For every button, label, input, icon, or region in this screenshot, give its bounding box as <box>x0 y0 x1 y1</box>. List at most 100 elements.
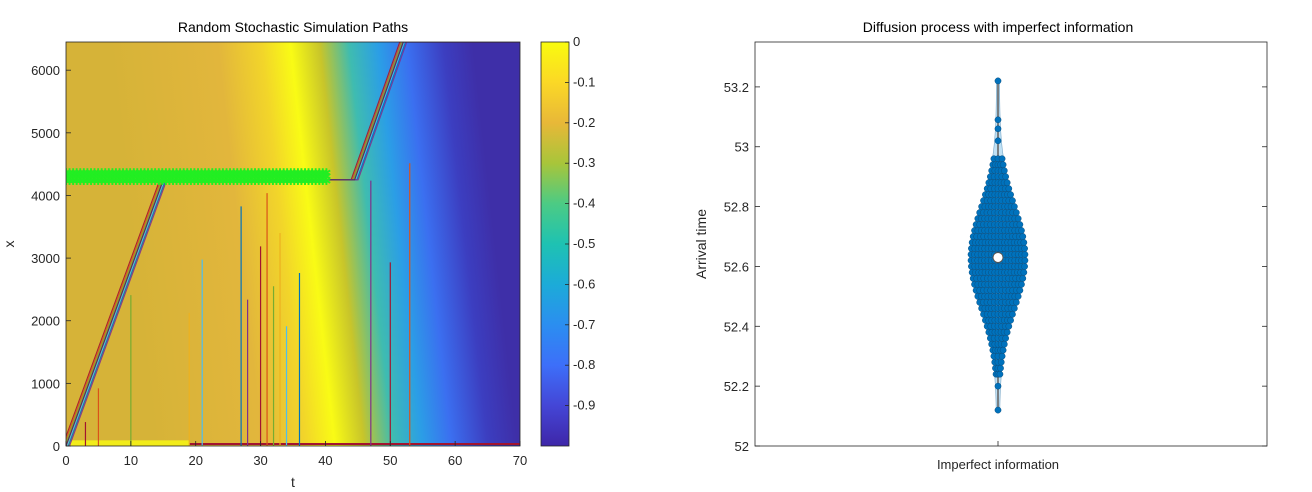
green-marker: ✱ <box>143 166 153 180</box>
colorbar <box>540 41 570 447</box>
green-marker: ✱ <box>307 166 317 180</box>
green-marker: ✱ <box>282 170 292 184</box>
green-marker: ✱ <box>257 170 267 184</box>
green-marker: ✱ <box>311 170 321 184</box>
right-x-axis-label: Imperfect information <box>937 457 1059 472</box>
left-y-axis-label: x <box>1 241 17 248</box>
green-marker: ✱ <box>189 174 199 188</box>
colorbar-tick-label: -0.8 <box>573 357 595 372</box>
green-marker: ✱ <box>197 170 207 184</box>
swarm-point <box>1019 275 1027 282</box>
green-marker: ✱ <box>104 166 114 180</box>
colorbar-tick-label: -0.4 <box>573 196 595 211</box>
green-marker: ✱ <box>321 166 331 180</box>
green-marker: ✱ <box>139 166 149 180</box>
green-marker: ✱ <box>200 166 210 180</box>
green-marker: ✱ <box>161 174 171 188</box>
green-marker: ✱ <box>304 174 314 188</box>
green-marker: ✱ <box>82 170 92 184</box>
green-marker: ✱ <box>93 170 103 184</box>
swarm-point <box>1003 328 1011 336</box>
green-marker: ✱ <box>193 174 203 188</box>
green-marker: ✱ <box>211 174 221 188</box>
green-marker: ✱ <box>107 166 117 180</box>
green-marker: ✱ <box>200 174 210 188</box>
green-marker: ✱ <box>107 174 117 188</box>
green-marker: ✱ <box>61 174 71 188</box>
green-marker: ✱ <box>82 174 92 188</box>
right-chart: Diffusion process with imperfect informa… <box>693 19 1268 472</box>
swarm-point <box>994 125 1002 133</box>
swarm-point <box>998 155 1006 163</box>
green-marker: ✱ <box>107 170 117 184</box>
green-marker: ✱ <box>114 166 124 180</box>
left-y-tick-label: 5000 <box>31 126 60 141</box>
green-marker: ✱ <box>268 170 278 184</box>
swarm-point <box>1020 269 1028 276</box>
right-y-tick-label: 53 <box>735 140 749 155</box>
green-marker: ✱ <box>239 174 249 188</box>
green-marker: ✱ <box>200 170 210 184</box>
right-y-tick-label: 52 <box>735 439 749 454</box>
green-marker: ✱ <box>268 174 278 188</box>
green-marker: ✱ <box>97 174 107 188</box>
green-marker: ✱ <box>139 174 149 188</box>
green-marker: ✱ <box>65 174 75 188</box>
green-marker: ✱ <box>161 170 171 184</box>
green-marker: ✱ <box>65 166 75 180</box>
green-marker: ✱ <box>100 170 110 184</box>
green-marker: ✱ <box>271 166 281 180</box>
swarm-point <box>1021 251 1029 258</box>
green-marker: ✱ <box>157 170 167 184</box>
green-marker: ✱ <box>232 166 242 180</box>
green-marker: ✱ <box>214 174 224 188</box>
green-marker: ✱ <box>179 170 189 184</box>
green-marker: ✱ <box>93 166 103 180</box>
green-marker: ✱ <box>300 170 310 184</box>
green-marker: ✱ <box>68 174 78 188</box>
swarm-point <box>1014 293 1022 300</box>
green-marker: ✱ <box>143 170 153 184</box>
swarm-point <box>1016 221 1024 228</box>
green-marker: ✱ <box>143 174 153 188</box>
green-marker: ✱ <box>182 174 192 188</box>
green-marker: ✱ <box>90 174 100 188</box>
green-marker: ✱ <box>168 166 178 180</box>
colorbar-tick-label: -0.6 <box>573 276 595 291</box>
left-x-axis-label: t <box>291 474 295 490</box>
green-marker: ✱ <box>164 174 174 188</box>
green-marker: ✱ <box>132 174 142 188</box>
left-x-tick-label: 0 <box>62 453 69 468</box>
swarm-point <box>1003 179 1011 187</box>
swarm-point <box>994 116 1002 124</box>
green-marker: ✱ <box>236 166 246 180</box>
green-marker: ✱ <box>136 166 146 180</box>
green-marker: ✱ <box>114 174 124 188</box>
green-marker: ✱ <box>289 174 299 188</box>
green-marker: ✱ <box>239 166 249 180</box>
left-plot-frame <box>65 41 521 447</box>
green-marker: ✱ <box>154 174 164 188</box>
swarm-point <box>1005 322 1013 330</box>
green-marker: ✱ <box>318 174 328 188</box>
right-y-ticks: 52 52.2 52.4 52.6 52.8 53 53.2 <box>724 80 1267 454</box>
green-marker: ✱ <box>129 174 139 188</box>
green-marker: ✱ <box>264 174 274 188</box>
swarm-point <box>1021 263 1028 270</box>
green-marker: ✱ <box>193 170 203 184</box>
green-marker: ✱ <box>157 174 167 188</box>
green-marker: ✱ <box>118 174 128 188</box>
swarm-point <box>1019 233 1027 240</box>
green-marker: ✱ <box>243 170 253 184</box>
path-layer: ✱✱✱✱✱✱✱✱✱✱✱✱✱✱✱✱✱✱✱✱✱✱✱✱✱✱✱✱✱✱✱✱✱✱✱✱✱✱✱✱… <box>61 42 520 446</box>
green-marker: ✱ <box>111 170 121 184</box>
green-marker: ✱ <box>186 170 196 184</box>
green-marker: ✱ <box>257 174 267 188</box>
swarm-point <box>1021 257 1029 264</box>
green-marker: ✱ <box>214 170 224 184</box>
green-marker: ✱ <box>164 170 174 184</box>
swarm-point <box>1016 287 1024 294</box>
colorbar-tick-label: -0.9 <box>573 398 595 413</box>
green-marker: ✱ <box>225 174 235 188</box>
